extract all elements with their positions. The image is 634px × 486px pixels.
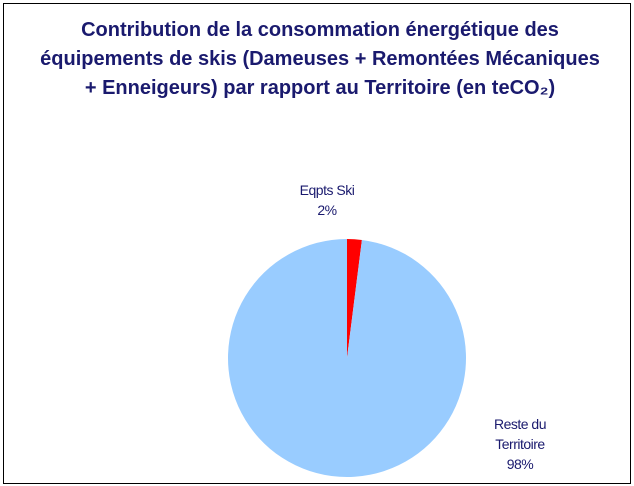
slice-value: 2% <box>317 202 337 218</box>
slice-name: Eqpts Ski <box>299 182 355 198</box>
chart-border <box>3 3 631 484</box>
chart-title: Contribution de la consommation énergéti… <box>40 19 600 99</box>
slice-label: Reste du Territoire 98% <box>478 414 562 474</box>
slice-label: Eqpts Ski 2% <box>280 180 374 220</box>
pie-slice <box>347 239 362 358</box>
slice-value: 98% <box>506 456 534 472</box>
slice-name: Reste du Territoire <box>493 416 547 452</box>
pie-slice <box>228 239 467 477</box>
